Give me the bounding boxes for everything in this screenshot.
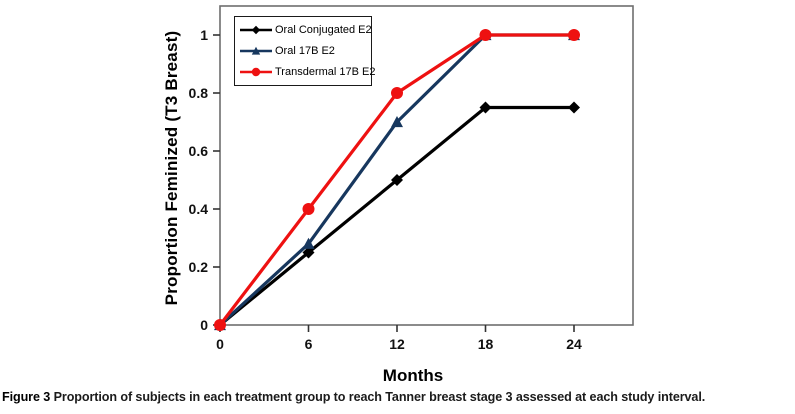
legend-marker-sample — [240, 26, 272, 35]
legend-label: Oral Conjugated E2 — [275, 24, 372, 37]
legend-item-oral-conjugated-e2: Oral Conjugated E2 — [239, 22, 372, 38]
x-axis-ticks: 0 6 12 18 24 — [216, 325, 582, 352]
legend-item-oral-17b-e2: Oral 17B E2 — [239, 43, 367, 59]
diamond-marker — [568, 101, 580, 114]
diamond-marker — [251, 26, 261, 35]
plot-canvas: 0 0.2 0.4 0.6 0.8 1 0 6 12 18 24 — [189, 5, 634, 352]
circle-marker — [251, 67, 261, 76]
triangle-marker — [302, 237, 315, 249]
figure-caption-label: Figure 3 — [2, 390, 51, 404]
y-tick-label: 0.6 — [189, 143, 209, 159]
x-tick-label: 24 — [566, 336, 582, 352]
diamond-marker — [391, 174, 403, 186]
circle-marker — [568, 29, 580, 41]
legend-label: Oral 17B E2 — [275, 44, 335, 57]
circle-marker — [391, 87, 403, 99]
x-tick-label: 0 — [216, 336, 224, 352]
figure-caption-text: Proportion of subjects in each treatment… — [53, 390, 706, 404]
diamond-marker — [479, 101, 492, 114]
diamond-marker — [302, 246, 315, 259]
y-tick-label: 0 — [200, 317, 208, 333]
x-tick-label: 12 — [389, 336, 405, 352]
legend-item-transdermal-17b-e2: Transdermal 17B E2 — [239, 64, 375, 80]
y-axis-ticks: 0 0.2 0.4 0.6 0.8 1 — [189, 27, 220, 333]
x-axis-title: Months — [382, 366, 444, 385]
legend-marker-sample — [240, 46, 272, 55]
circle-marker — [214, 319, 226, 331]
y-tick-label: 0.2 — [189, 259, 209, 275]
y-tick-label: 1 — [200, 27, 208, 43]
x-tick-label: 18 — [478, 336, 494, 352]
y-axis-title: Proportion Feminized (T3 Breast) — [162, 30, 181, 306]
circle-marker — [302, 203, 315, 215]
y-tick-label: 0.8 — [189, 85, 209, 101]
legend: Oral Conjugated E2 Oral 17B E2 Transdermal… — [234, 16, 375, 86]
series-transdermal-17b-e2 — [214, 29, 580, 331]
legend-label: Transdermal 17B E2 — [275, 65, 376, 78]
triangle-marker — [251, 46, 261, 55]
triangle-marker — [391, 116, 403, 128]
legend-marker-sample — [240, 67, 272, 76]
circle-marker — [479, 29, 492, 41]
x-tick-label: 6 — [305, 336, 313, 352]
y-tick-label: 0.4 — [189, 201, 209, 217]
figure-caption: Figure 3 Proportion of subjects in each … — [2, 390, 794, 404]
